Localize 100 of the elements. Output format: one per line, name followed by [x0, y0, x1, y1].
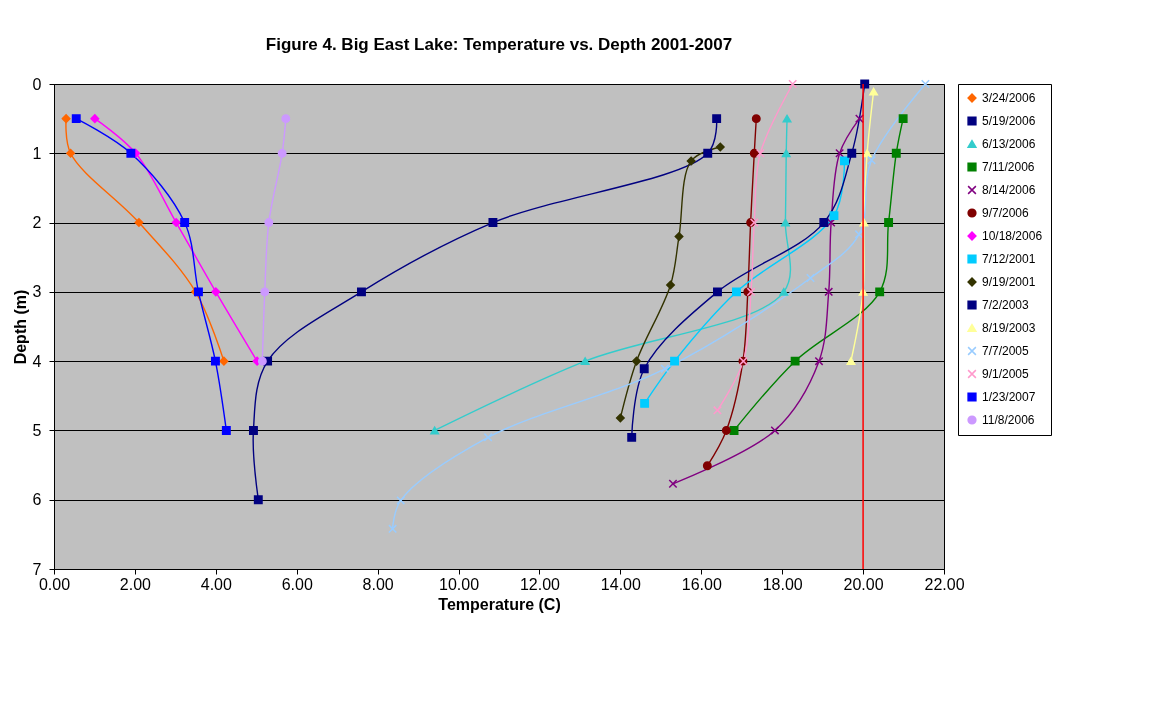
- point: [806, 273, 815, 283]
- point: [790, 356, 800, 366]
- x-axis-title: Temperature (C): [438, 595, 561, 613]
- point: [639, 364, 649, 374]
- point: [615, 413, 625, 423]
- point: [257, 356, 267, 366]
- point: [253, 495, 263, 505]
- point: [884, 218, 894, 228]
- point: [211, 287, 221, 297]
- legend-label: 9/1/2005: [982, 367, 1030, 381]
- point: [134, 218, 144, 228]
- point: [867, 155, 877, 165]
- point: [713, 287, 722, 297]
- point: [627, 432, 637, 442]
- point: [847, 148, 857, 158]
- legend-label: 9/19/2001: [982, 275, 1036, 289]
- y-tick-label: 6: [32, 491, 42, 509]
- legend-label: 7/12/2001: [982, 252, 1036, 266]
- point: [221, 425, 231, 435]
- y-tick-label: 0: [32, 75, 42, 93]
- point: [712, 114, 722, 124]
- y-tick-label: 7: [32, 560, 42, 578]
- point: [788, 79, 798, 89]
- point: [483, 432, 493, 442]
- x-tick-label: 20.00: [843, 575, 884, 593]
- point: [782, 114, 792, 123]
- point: [854, 114, 864, 124]
- point: [357, 287, 366, 297]
- x-tick-label: 6.00: [281, 575, 313, 593]
- legend-label: 5/19/2006: [982, 114, 1036, 128]
- x-tick-label: 14.00: [600, 575, 641, 593]
- legend-label: 6/13/2006: [982, 137, 1036, 151]
- point: [770, 425, 780, 435]
- point: [396, 495, 406, 505]
- legend-label: 7/7/2005: [982, 344, 1030, 358]
- legend-label: 1/23/2007: [982, 390, 1036, 404]
- legend-label: 9/7/2006: [982, 206, 1030, 220]
- point: [898, 114, 908, 124]
- chart-title: Figure 4. Big East Lake: Temperature vs. Depth 2001-2007: [265, 35, 733, 54]
- point: [666, 280, 675, 290]
- point: [846, 357, 856, 366]
- point: [388, 524, 398, 534]
- point: [781, 149, 791, 158]
- point: [674, 231, 684, 241]
- point: [755, 148, 765, 158]
- point: [668, 479, 678, 489]
- y-tick-label: 5: [32, 421, 42, 439]
- point: [729, 425, 739, 435]
- point: [277, 148, 287, 158]
- x-tick-label: 12.00: [519, 575, 561, 593]
- legend-label: 7/2/2003: [982, 298, 1030, 312]
- legend-label: 8/14/2006: [982, 183, 1036, 197]
- y-tick-label: 3: [32, 283, 42, 301]
- point: [751, 114, 761, 124]
- point: [780, 218, 790, 227]
- x-tick-label: 2.00: [119, 575, 152, 593]
- point: [702, 461, 712, 471]
- y-axis-title: Depth (m): [11, 289, 29, 365]
- point: [779, 287, 789, 296]
- point: [703, 148, 713, 158]
- legend-label: 11/8/2006: [982, 413, 1035, 427]
- x-tick-label: 18.00: [762, 575, 803, 593]
- point: [819, 218, 829, 228]
- point: [71, 114, 81, 124]
- point: [264, 218, 274, 228]
- point: [824, 287, 834, 297]
- point: [713, 405, 722, 415]
- point: [891, 148, 901, 158]
- point: [869, 87, 879, 96]
- point: [180, 218, 190, 228]
- point: [580, 357, 590, 366]
- legend-label: 3/24/2006: [982, 91, 1036, 105]
- y-tick-label: 1: [32, 144, 42, 162]
- legend-label: 7/11/2006: [982, 160, 1035, 174]
- y-tick-label: 2: [32, 214, 42, 232]
- point: [248, 425, 258, 435]
- point: [90, 114, 100, 124]
- point: [829, 211, 839, 221]
- y-tick-label: 4: [32, 352, 42, 370]
- point: [854, 229, 864, 239]
- point: [61, 114, 71, 124]
- point: [920, 79, 930, 89]
- point: [732, 287, 741, 297]
- point: [632, 356, 641, 366]
- x-tick-label: 22.00: [924, 575, 965, 593]
- point: [210, 356, 220, 366]
- point: [686, 156, 696, 166]
- point: [875, 287, 885, 297]
- point: [219, 356, 229, 366]
- point: [260, 287, 270, 297]
- x-tick-label: 10.00: [439, 575, 480, 593]
- point: [171, 218, 181, 228]
- point: [835, 148, 845, 158]
- point: [670, 356, 680, 366]
- point: [721, 425, 731, 435]
- point: [814, 356, 824, 366]
- point: [488, 218, 498, 228]
- legend-label: 10/18/2006: [982, 229, 1043, 243]
- point: [715, 142, 725, 152]
- point: [640, 398, 650, 408]
